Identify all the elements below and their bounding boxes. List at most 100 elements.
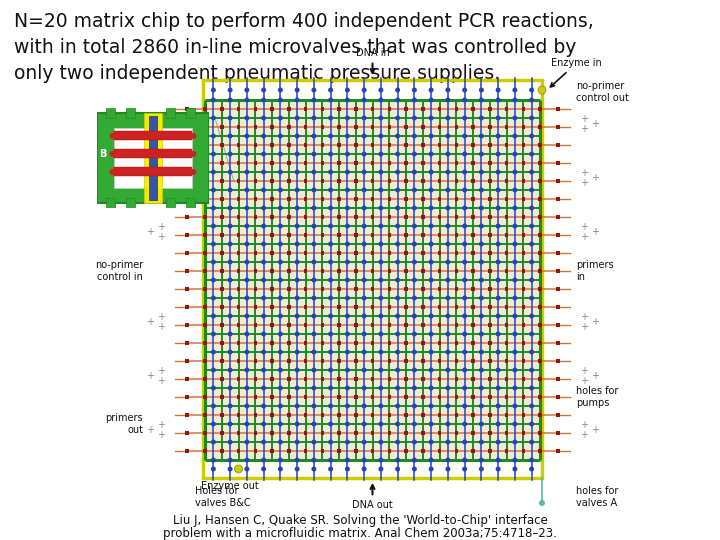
Bar: [220, 125, 223, 129]
Bar: [454, 449, 458, 453]
Bar: [203, 197, 207, 201]
Text: Enzyme out: Enzyme out: [202, 481, 259, 491]
Bar: [287, 161, 290, 165]
Circle shape: [379, 152, 383, 157]
Bar: [253, 161, 257, 165]
Bar: [304, 125, 307, 129]
Bar: [371, 323, 374, 327]
Circle shape: [395, 368, 400, 373]
Bar: [287, 251, 290, 255]
Bar: [421, 215, 425, 219]
Text: +: +: [591, 173, 599, 183]
Bar: [320, 143, 324, 147]
Circle shape: [261, 295, 266, 300]
Circle shape: [412, 314, 417, 319]
Circle shape: [412, 403, 417, 408]
Bar: [505, 341, 508, 345]
Bar: [472, 143, 474, 147]
Bar: [320, 197, 324, 201]
Bar: [421, 305, 425, 309]
Bar: [557, 341, 559, 345]
Circle shape: [311, 349, 316, 354]
Circle shape: [446, 467, 451, 471]
Bar: [354, 359, 358, 363]
Bar: [304, 449, 307, 453]
Bar: [287, 197, 290, 201]
Bar: [421, 449, 425, 453]
Circle shape: [328, 116, 333, 120]
Bar: [488, 215, 492, 219]
Bar: [253, 449, 257, 453]
Circle shape: [379, 332, 383, 336]
Circle shape: [294, 368, 300, 373]
Bar: [421, 395, 425, 399]
Bar: [521, 341, 525, 345]
Circle shape: [244, 278, 249, 282]
Bar: [539, 197, 541, 201]
Circle shape: [479, 116, 484, 120]
Circle shape: [311, 152, 316, 157]
Circle shape: [446, 206, 451, 211]
Bar: [320, 215, 324, 219]
Bar: [337, 323, 341, 327]
Bar: [387, 107, 391, 111]
Circle shape: [311, 206, 316, 211]
Circle shape: [479, 295, 484, 300]
Bar: [539, 125, 541, 129]
Circle shape: [328, 206, 333, 211]
Circle shape: [228, 241, 233, 246]
Circle shape: [211, 170, 216, 174]
Bar: [253, 341, 257, 345]
Circle shape: [479, 314, 484, 319]
Bar: [521, 197, 525, 201]
Circle shape: [211, 260, 216, 265]
Bar: [220, 143, 223, 147]
Bar: [203, 233, 207, 237]
Bar: [166, 198, 176, 208]
Circle shape: [228, 403, 233, 408]
Circle shape: [395, 467, 400, 471]
Bar: [387, 323, 391, 327]
Bar: [237, 305, 240, 309]
Circle shape: [361, 187, 366, 192]
Circle shape: [211, 295, 216, 300]
Bar: [557, 413, 559, 417]
Circle shape: [513, 87, 518, 92]
Circle shape: [446, 422, 451, 427]
Bar: [237, 233, 240, 237]
Circle shape: [412, 224, 417, 228]
Bar: [371, 377, 374, 381]
Circle shape: [345, 386, 350, 390]
Circle shape: [529, 116, 534, 120]
Bar: [237, 251, 240, 255]
Bar: [438, 215, 441, 219]
Circle shape: [345, 403, 350, 408]
Bar: [320, 341, 324, 345]
Circle shape: [412, 422, 417, 427]
Bar: [253, 197, 257, 201]
Circle shape: [395, 278, 400, 282]
Bar: [237, 341, 240, 345]
Circle shape: [261, 241, 266, 246]
Bar: [539, 251, 541, 255]
Circle shape: [311, 440, 316, 444]
Bar: [287, 215, 290, 219]
Circle shape: [361, 241, 366, 246]
Bar: [472, 197, 474, 201]
Bar: [320, 269, 324, 273]
Circle shape: [446, 187, 451, 192]
Bar: [488, 431, 492, 435]
Circle shape: [294, 467, 300, 471]
Circle shape: [294, 457, 300, 462]
Circle shape: [109, 169, 116, 175]
Bar: [304, 107, 307, 111]
Bar: [304, 179, 307, 183]
Bar: [488, 179, 492, 183]
Bar: [270, 449, 274, 453]
Circle shape: [462, 440, 467, 444]
Circle shape: [412, 187, 417, 192]
Circle shape: [446, 133, 451, 138]
Bar: [337, 215, 341, 219]
Bar: [557, 431, 559, 435]
Circle shape: [412, 152, 417, 157]
